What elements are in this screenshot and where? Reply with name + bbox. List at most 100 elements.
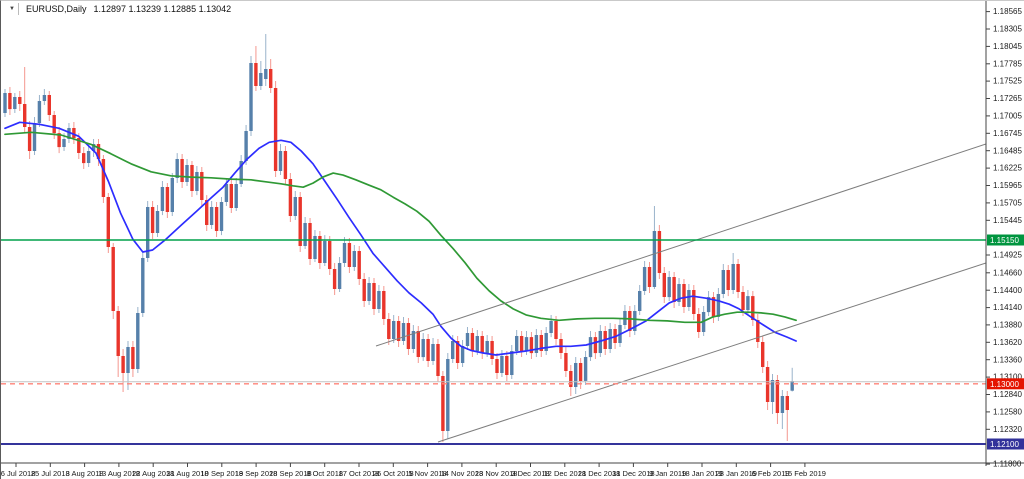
candle-body: [726, 270, 730, 290]
price-tick-label: 1.12320: [993, 425, 1022, 434]
candle-body: [141, 258, 145, 313]
time-tick-label: 16 Jul 2018: [1, 469, 35, 478]
time-tick-label: 14 Nov 2018: [441, 469, 484, 478]
candle-body: [313, 236, 317, 259]
candle-body: [446, 359, 450, 431]
candle-body: [524, 337, 529, 352]
price-badge-label: 1.13000: [990, 380, 1019, 389]
candle-body: [519, 336, 524, 351]
candle-body: [165, 187, 170, 212]
candle-body: [249, 63, 253, 131]
candle-body: [8, 93, 12, 110]
candle-body: [652, 231, 657, 287]
time-tick-label: 3 Dec 2018: [511, 469, 549, 478]
candle-body: [785, 396, 789, 410]
trendline[interactable]: [375, 143, 986, 347]
candle-body: [431, 344, 435, 361]
candle-body: [273, 88, 278, 171]
price-tick-label: 1.16745: [993, 129, 1022, 138]
candle-body: [229, 184, 233, 208]
price-tick-label: 1.18045: [993, 42, 1022, 51]
price-badge: [987, 438, 1024, 450]
price-tick-label: 1.14660: [993, 268, 1022, 277]
candle-body: [633, 311, 637, 331]
candle-body: [96, 144, 101, 159]
candle-body: [82, 153, 86, 164]
candle-body: [765, 367, 770, 402]
time-tick-label: 15 Feb 2019: [784, 469, 826, 478]
time-tick-label: 28 Sep 2018: [269, 469, 312, 478]
candle-body: [721, 270, 725, 294]
candle-body: [111, 247, 115, 311]
candle-body: [116, 311, 120, 356]
price-badge: [987, 234, 1024, 246]
candle-body: [62, 139, 66, 147]
price-tick-label: 1.14400: [993, 286, 1022, 295]
candle-body: [401, 323, 406, 341]
candle-body: [505, 356, 509, 375]
candle-body: [741, 292, 745, 310]
candles-layer: [3, 34, 794, 442]
candle-body: [485, 341, 489, 353]
candle-body: [677, 284, 681, 302]
candle-body: [583, 357, 588, 381]
price-tick-label: 1.11800: [993, 460, 1022, 469]
time-tick-label: 25 Jul 2018: [31, 469, 70, 478]
candle-body: [160, 187, 165, 211]
time-tick-label: 31 Aug 2018: [166, 469, 208, 478]
candle-body: [470, 333, 475, 351]
candle-body: [121, 356, 125, 373]
candle-body: [342, 243, 347, 263]
candle-body: [711, 297, 716, 317]
price-tick-label: 1.17525: [993, 77, 1022, 86]
price-tick-label: 1.18305: [993, 25, 1022, 34]
candle-body: [244, 131, 248, 161]
candle-body: [672, 277, 676, 302]
candle-body: [682, 284, 686, 307]
candle-body: [200, 172, 204, 200]
candle-body: [746, 296, 750, 311]
candle-body: [283, 151, 288, 179]
candle-body: [647, 267, 652, 287]
candle-body: [337, 263, 342, 289]
time-tick-label: 22 Aug 2018: [132, 469, 174, 478]
plot-area[interactable]: [1, 34, 986, 445]
candle-body: [564, 353, 568, 371]
candle-body: [761, 342, 765, 367]
candle-body: [170, 178, 174, 212]
time-tick-label: 26 Oct 2018: [373, 469, 414, 478]
candle-body: [421, 339, 425, 358]
candle-body: [372, 283, 376, 309]
candle-body: [441, 376, 445, 431]
candle-body: [515, 336, 519, 351]
candle-body: [67, 128, 71, 139]
trendline[interactable]: [437, 262, 986, 443]
candle-body: [387, 319, 391, 339]
candle-body: [13, 97, 17, 109]
price-axis[interactable]: 1.18565 1.18305 1.18045 1.17785 1.17525 1.172…: [986, 7, 1024, 469]
price-tick-label: 1.15705: [993, 199, 1022, 208]
time-tick-label: 9 Jan 2019: [649, 469, 686, 478]
candle-body: [42, 95, 47, 101]
price-tick-label: 1.16225: [993, 164, 1022, 173]
candle-body: [539, 335, 543, 351]
chart-dropdown-icon[interactable]: ▼: [6, 3, 19, 15]
candle-body: [451, 341, 455, 359]
candle-body: [510, 351, 514, 375]
candle-body: [731, 264, 735, 290]
candle-body: [52, 115, 56, 134]
candle-body: [756, 320, 760, 342]
candle-body: [318, 236, 322, 263]
candle-body: [352, 251, 356, 267]
candle-body: [377, 291, 381, 309]
time-tick-label: 19 Sep 2018: [235, 469, 278, 478]
candle-body: [18, 97, 22, 104]
candle-body: [155, 211, 160, 233]
candle-body: [126, 347, 130, 373]
candle-body: [254, 63, 258, 86]
candle-body: [209, 207, 214, 225]
candle-body: [770, 380, 775, 402]
candle-body: [692, 290, 696, 314]
